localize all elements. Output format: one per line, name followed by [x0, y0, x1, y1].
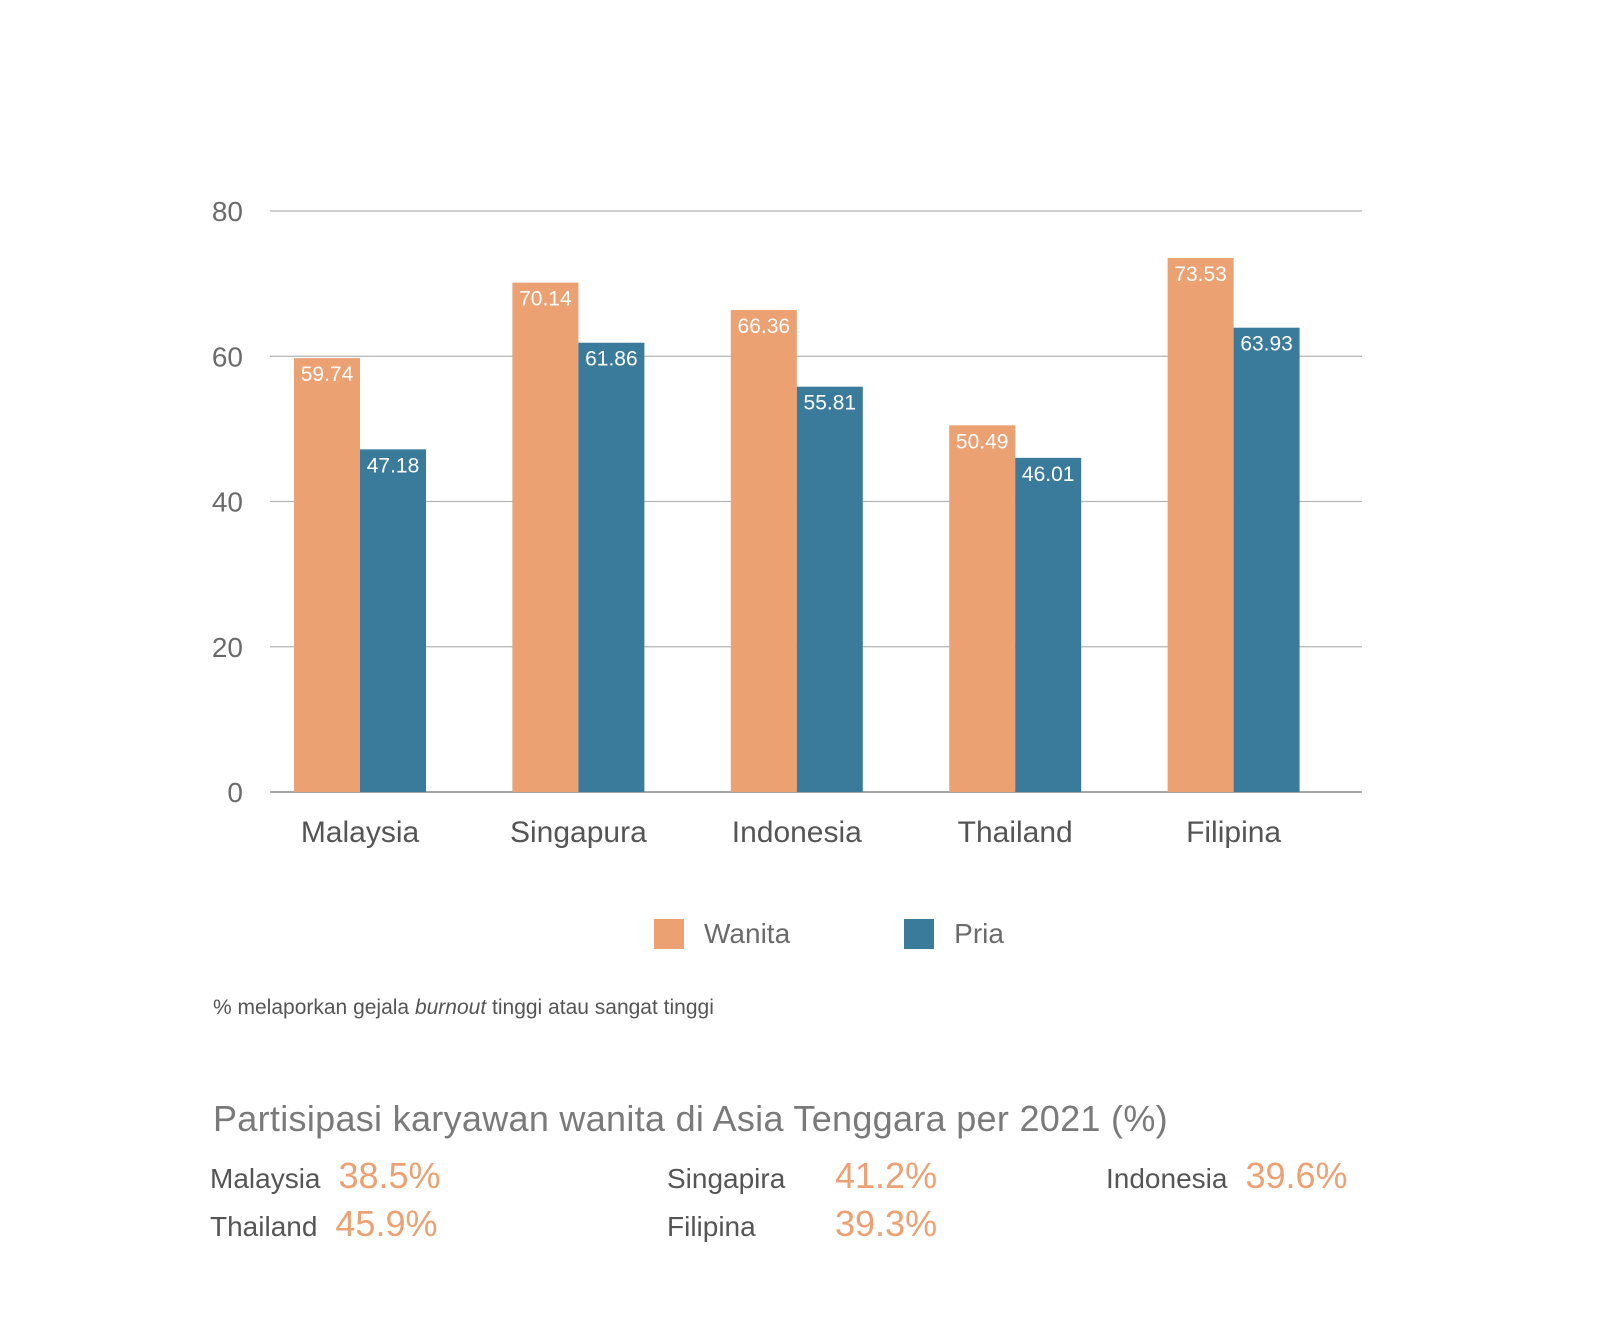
legend-item-pria: Pria	[864, 918, 1004, 950]
data-label: 63.93	[1240, 333, 1293, 356]
y-tick-label: 40	[212, 487, 243, 518]
bar-wanita	[730, 310, 797, 792]
legend-swatch-wanita	[654, 919, 685, 949]
stat-filipina: Filipina 39.3%	[667, 1203, 937, 1245]
bar-wanita	[294, 358, 360, 792]
x-tick-label: Thailand	[958, 816, 1073, 849]
y-tick-label: 80	[212, 196, 243, 227]
bar-wanita	[1167, 257, 1234, 792]
data-label: 59.74	[301, 363, 354, 386]
note-prefix: % melaporkan gejala	[213, 996, 415, 1019]
stat-value: 41.2%	[835, 1155, 938, 1196]
data-label: 46.01	[1022, 463, 1075, 486]
legend-item-wanita: Wanita	[594, 918, 790, 950]
bar-pria	[360, 449, 426, 792]
stat-singapira: Singapira 41.2%	[667, 1155, 937, 1197]
stat-value: 45.9%	[335, 1203, 438, 1244]
stat-country: Indonesia	[1106, 1163, 1228, 1194]
legend-label-wanita: Wanita	[704, 918, 791, 949]
x-tick-label: Indonesia	[732, 816, 862, 849]
data-label: 47.18	[367, 454, 420, 477]
chart-legend: Wanita Pria	[0, 918, 1598, 950]
y-tick-label: 20	[212, 632, 243, 663]
data-label: 66.36	[738, 315, 791, 338]
stat-indonesia: Indonesia 39.6%	[1106, 1155, 1348, 1197]
data-label: 73.53	[1174, 263, 1227, 286]
bar-wanita	[512, 282, 579, 792]
bar-pria	[1233, 327, 1300, 792]
y-tick-label: 0	[227, 777, 243, 808]
legend-label-pria: Pria	[954, 918, 1004, 949]
x-tick-label: Filipina	[1186, 816, 1281, 849]
stat-value: 38.5%	[338, 1155, 441, 1196]
stat-value: 39.3%	[835, 1203, 938, 1244]
burnout-bar-chart: 0 20 40 60 80 59.74 47.18 Malaysia 70.14 61.86 Sin…	[212, 196, 1362, 849]
stat-country: Singapira	[667, 1163, 786, 1194]
stat-country: Malaysia	[210, 1163, 321, 1194]
bar-wanita	[949, 425, 1016, 792]
stat-malaysia: Malaysia 38.5%	[210, 1155, 441, 1197]
data-label: 70.14	[519, 288, 572, 311]
stat-country: Filipina	[667, 1211, 756, 1242]
x-tick-label: Singapura	[510, 816, 647, 849]
bar-pria	[1015, 457, 1082, 792]
legend-swatch-pria	[904, 919, 935, 949]
bar-pria	[796, 386, 863, 792]
y-tick-label: 60	[212, 341, 243, 372]
data-label: 50.49	[956, 430, 1009, 453]
stat-country: Thailand	[210, 1211, 318, 1242]
x-tick-label: Malaysia	[301, 816, 420, 849]
data-label: 55.81	[804, 392, 857, 415]
bar-pria	[578, 342, 645, 792]
data-label: 61.86	[585, 348, 638, 371]
chart-note: % melaporkan gejala burnout tinggi atau …	[213, 996, 714, 1020]
participation-title: Partisipasi karyawan wanita di Asia Teng…	[213, 1098, 1168, 1139]
note-emphasis: burnout	[414, 996, 487, 1019]
stat-value: 39.6%	[1245, 1155, 1348, 1196]
note-suffix: tinggi atau sangat tinggi	[486, 996, 714, 1019]
stat-thailand: Thailand 45.9%	[210, 1203, 437, 1245]
